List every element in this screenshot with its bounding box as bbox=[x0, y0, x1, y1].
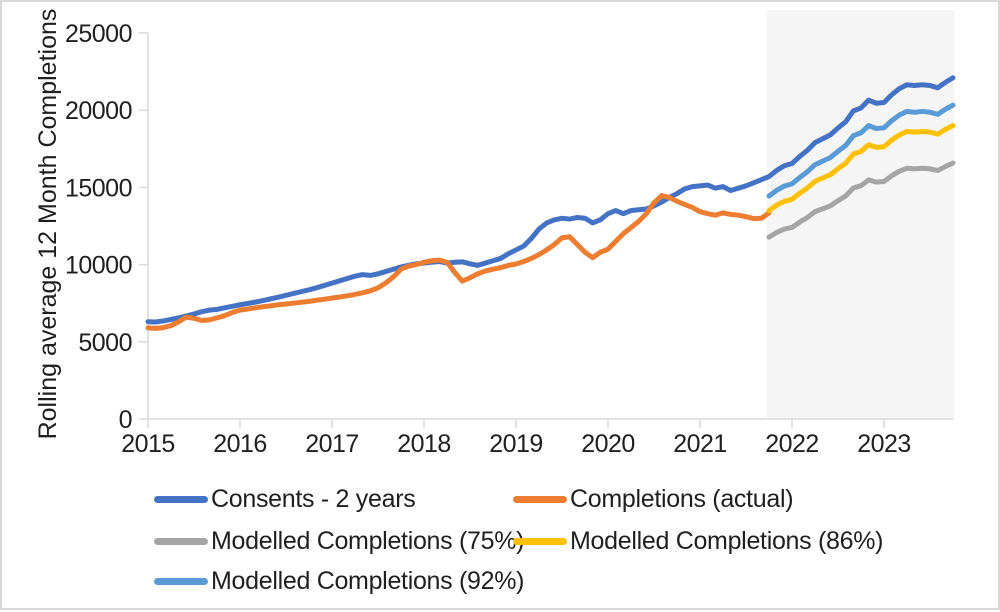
y-tick-label: 15000 bbox=[65, 174, 132, 202]
x-tick-label: 2016 bbox=[213, 430, 267, 458]
x-tick-label: 2015 bbox=[121, 430, 175, 458]
x-tick-label: 2022 bbox=[765, 430, 819, 458]
x-tick-label: 2020 bbox=[581, 430, 635, 458]
y-tick-label: 5000 bbox=[78, 329, 132, 357]
series-line-consents-2-years bbox=[145, 75, 956, 325]
x-tick-label: 2023 bbox=[857, 430, 911, 458]
y-tick-label: 20000 bbox=[65, 97, 132, 125]
x-tick-label: 2017 bbox=[305, 430, 359, 458]
x-tick-label: 2019 bbox=[489, 430, 543, 458]
y-tick-label: 10000 bbox=[65, 252, 132, 280]
series-line-modelled-completions-75 bbox=[766, 160, 956, 240]
series-line-completions-actual bbox=[145, 193, 772, 331]
y-tick-label: 25000 bbox=[65, 20, 132, 48]
forecast-shading bbox=[766, 10, 954, 419]
series-line-modelled-completions-86 bbox=[766, 122, 956, 214]
x-tick-label: 2021 bbox=[673, 430, 727, 458]
y-tick-label: 0 bbox=[119, 406, 132, 434]
x-tick-label: 2018 bbox=[397, 430, 451, 458]
series-line-modelled-completions-92 bbox=[766, 102, 956, 199]
